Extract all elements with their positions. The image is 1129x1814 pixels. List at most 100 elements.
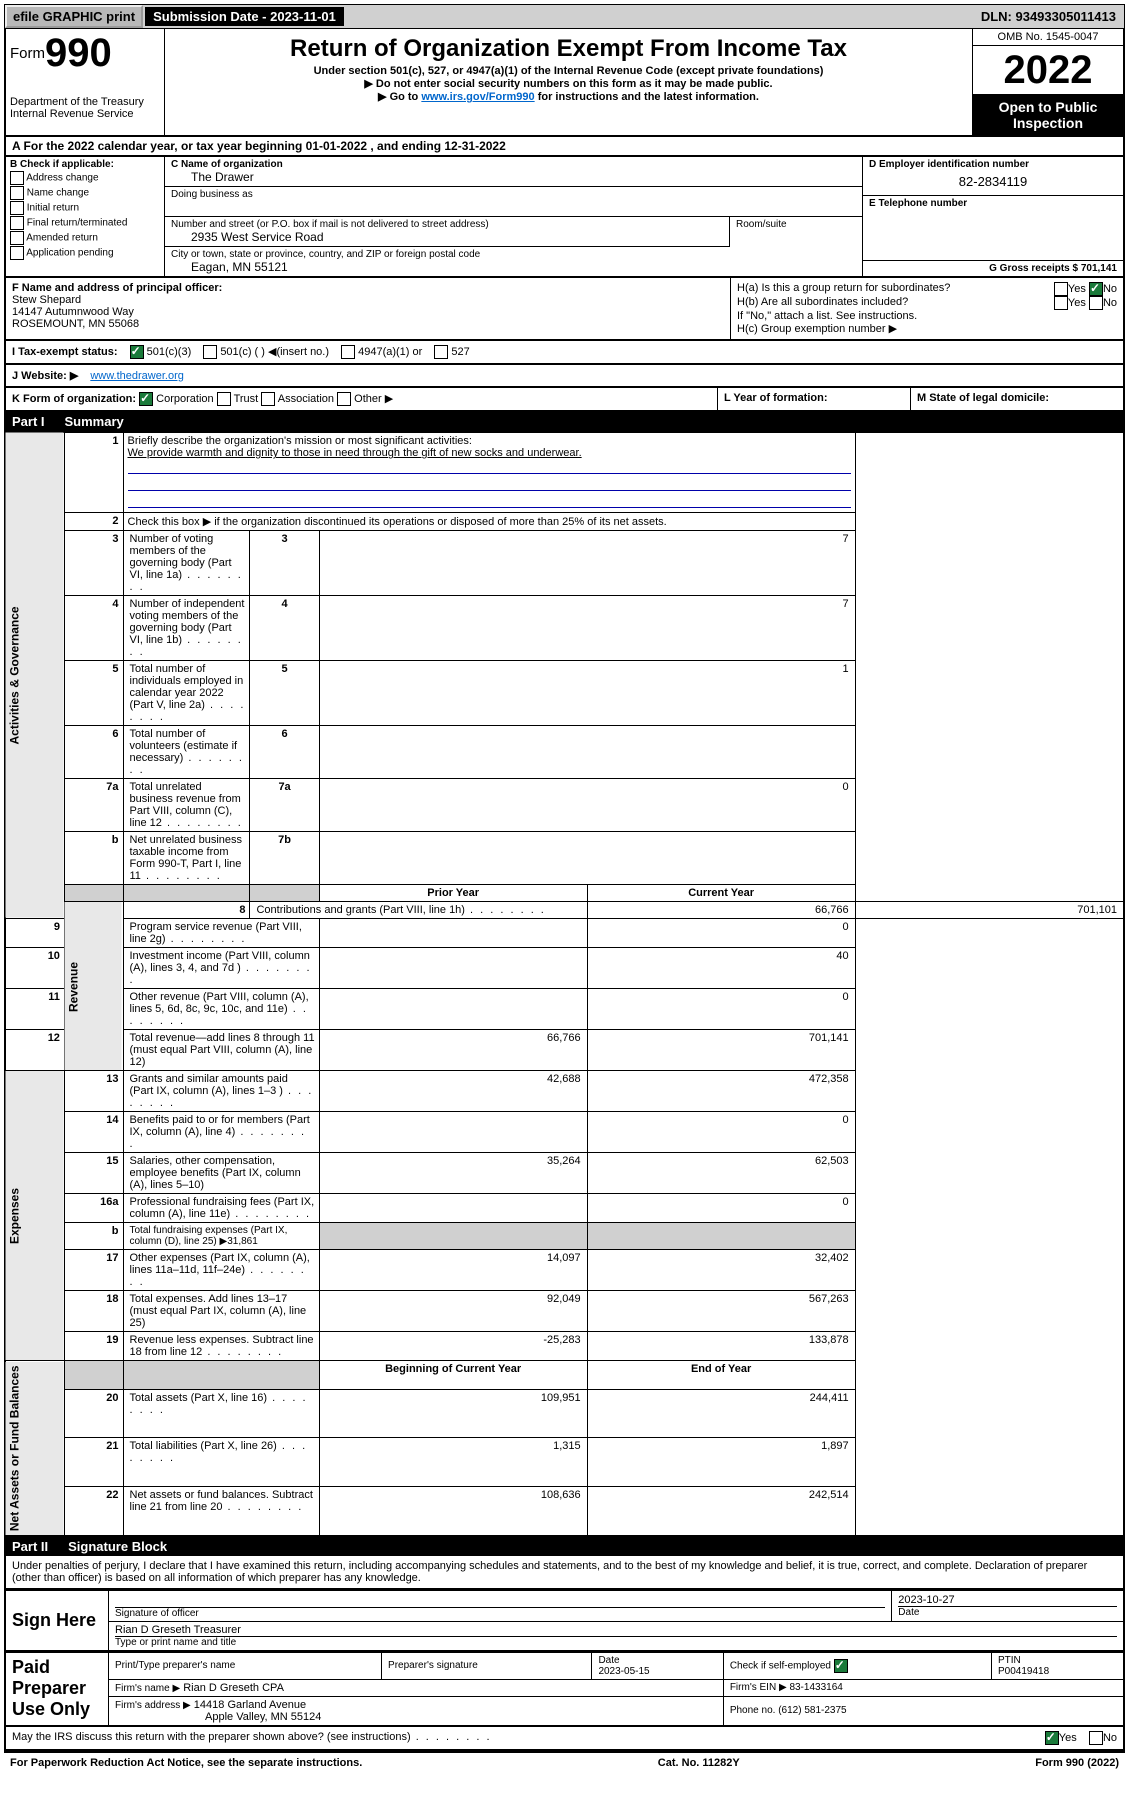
chk-trust[interactable] — [217, 392, 231, 406]
firm-name-label: Firm's name ▶ — [115, 1683, 180, 1694]
website-link[interactable]: www.thedrawer.org — [90, 370, 184, 382]
exp-row-prior — [319, 1112, 587, 1153]
officer-addr2: ROSEMOUNT, MN 55068 — [12, 318, 724, 330]
chk-app-pending[interactable]: Application pending — [10, 246, 160, 260]
ha-label: H(a) Is this a group return for subordin… — [737, 282, 950, 296]
exp-row-curr: 133,878 — [587, 1332, 855, 1361]
part-i-label: Part I — [12, 414, 45, 429]
exp-row-desc: Grants and similar amounts paid (Part IX… — [123, 1071, 319, 1112]
discuss-no-checkbox[interactable] — [1089, 1731, 1103, 1745]
row-i-tax-status: I Tax-exempt status: 501(c)(3) 501(c) ( … — [4, 341, 1125, 365]
dln-label: DLN: — [981, 9, 1016, 24]
subtitle-3: ▶ Go to www.irs.gov/Form990 for instruct… — [169, 90, 968, 103]
org-name-label: C Name of organization — [171, 159, 856, 170]
side-activities-governance: Activities & Governance — [5, 432, 64, 919]
hb-note: If "No," attach a list. See instructions… — [737, 310, 1117, 322]
page-footer: For Paperwork Reduction Act Notice, see … — [4, 1751, 1125, 1773]
gross-label: G Gross receipts $ — [989, 263, 1081, 274]
form990-link[interactable]: www.irs.gov/Form990 — [421, 91, 534, 103]
tel-label: E Telephone number — [869, 198, 1117, 209]
sign-date: 2023-10-27 — [898, 1594, 1117, 1606]
exp-row-curr: 0 — [587, 1194, 855, 1223]
chk-final-return[interactable]: Final return/terminated — [10, 216, 160, 230]
ha-yes-checkbox[interactable] — [1054, 282, 1068, 296]
hb-answer: Yes No — [1054, 296, 1117, 310]
officer-label: F Name and address of principal officer: — [12, 282, 724, 294]
chk-name-change[interactable]: Name change — [10, 186, 160, 200]
line-3-desc: Number of voting members of the governin… — [123, 531, 250, 596]
side-expenses: Expenses — [5, 1071, 64, 1361]
sign-here-label: Sign Here — [5, 1590, 109, 1651]
officer-name: Stew Shepard — [12, 294, 724, 306]
chk-501c[interactable] — [203, 345, 217, 359]
chk-label: Address change — [26, 173, 98, 184]
net-row-curr: 244,411 — [587, 1389, 855, 1438]
chk-self-employed[interactable] — [834, 1659, 848, 1673]
section-fgh: F Name and address of principal officer:… — [4, 278, 1125, 341]
exp-row-num: 17 — [64, 1250, 123, 1291]
chk-label: Initial return — [27, 203, 79, 214]
top-toolbar: efile GRAPHIC print Submission Date - 20… — [4, 4, 1125, 29]
chk-corp[interactable] — [139, 392, 153, 406]
section-bcde: B Check if applicable: Address change Na… — [4, 157, 1125, 278]
line-7b-desc: Net unrelated business taxable income fr… — [123, 832, 250, 885]
submission-label: Submission Date - — [153, 9, 270, 24]
chk-amended[interactable]: Amended return — [10, 231, 160, 245]
firm-addr1: 14418 Garland Avenue — [194, 1699, 306, 1711]
chk-527[interactable] — [434, 345, 448, 359]
exp-row-num: b — [64, 1223, 123, 1250]
line-5-val: 1 — [319, 661, 855, 726]
ptin-value: P00419418 — [998, 1666, 1049, 1677]
no-label: No — [1103, 297, 1117, 309]
prep-date-hdr: Date — [598, 1655, 619, 1666]
rev-row-num: 12 — [5, 1030, 64, 1071]
hb-no-checkbox[interactable] — [1089, 296, 1103, 310]
row-j-website: J Website: ▶ www.thedrawer.org — [4, 365, 1125, 388]
rev-row-prior: 66,766 — [319, 1030, 587, 1071]
rev-row-curr: 0 — [587, 919, 855, 948]
firm-ein: 83-1433164 — [789, 1682, 842, 1693]
exp-row-desc: Benefits paid to or for members (Part IX… — [123, 1112, 319, 1153]
net-row-curr: 1,897 — [587, 1438, 855, 1487]
exp-row-desc: Professional fundraising fees (Part IX, … — [123, 1194, 319, 1223]
part-i-title: Summary — [65, 414, 124, 429]
form-org-label: K Form of organization: — [12, 393, 136, 405]
hb-yes-checkbox[interactable] — [1054, 296, 1068, 310]
firm-name: Rian D Greseth CPA — [183, 1682, 284, 1694]
city-label: City or town, state or province, country… — [171, 249, 856, 260]
chk-4947[interactable] — [341, 345, 355, 359]
state-domicile-label: M State of legal domicile: — [917, 392, 1049, 404]
gross-receipts: G Gross receipts $ 701,141 — [989, 263, 1117, 274]
part-ii-header: Part II Signature Block — [4, 1537, 1125, 1556]
tax-status-label: I Tax-exempt status: — [12, 346, 118, 358]
net-row-num: 22 — [64, 1486, 123, 1535]
efile-print-button[interactable]: efile GRAPHIC print — [5, 5, 143, 28]
exp-row-desc: Other expenses (Part IX, column (A), lin… — [123, 1250, 319, 1291]
dept-treasury: Department of the Treasury — [10, 96, 160, 108]
chk-address-change[interactable]: Address change — [10, 171, 160, 185]
irs-label: Internal Revenue Service — [10, 108, 160, 120]
exp-row-curr: 472,358 — [587, 1071, 855, 1112]
open-public-badge: Open to Public Inspection — [973, 95, 1123, 135]
net-hdr-prior: Beginning of Current Year — [319, 1361, 587, 1389]
exp-row-curr: 567,263 — [587, 1291, 855, 1332]
hc-label: H(c) Group exemption number ▶ — [737, 322, 1117, 335]
discuss-yes-checkbox[interactable] — [1045, 1731, 1059, 1745]
chk-501c3[interactable] — [130, 345, 144, 359]
line-3-key: 3 — [250, 531, 319, 596]
phone-value: (612) 581-2375 — [778, 1705, 846, 1716]
exp-row-num: 19 — [64, 1332, 123, 1361]
chk-other[interactable] — [337, 392, 351, 406]
line-7b-val — [319, 832, 855, 885]
prep-sig-hdr: Preparer's signature — [382, 1652, 592, 1679]
dln: DLN: 93493305011413 — [981, 9, 1124, 24]
exp-row-num: 16a — [64, 1194, 123, 1223]
net-row-curr: 242,514 — [587, 1486, 855, 1535]
firm-addr-label: Firm's address ▶ — [115, 1700, 191, 1711]
tax-year: 2022 — [973, 46, 1123, 95]
chk-initial-return[interactable]: Initial return — [10, 201, 160, 215]
ha-no-checkbox[interactable] — [1089, 282, 1103, 296]
chk-assoc[interactable] — [261, 392, 275, 406]
summary-table: Activities & Governance 1 Briefly descri… — [4, 431, 1125, 1537]
exp-row-prior: 92,049 — [319, 1291, 587, 1332]
